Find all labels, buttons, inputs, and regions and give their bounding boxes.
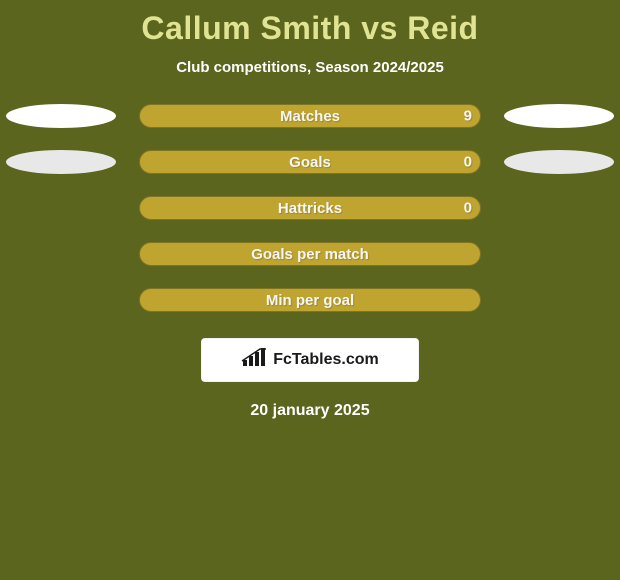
stat-value-right: 0: [464, 200, 472, 217]
stat-bar: Hattricks 0: [139, 196, 481, 220]
right-ellipse: [504, 150, 614, 174]
page-title: Callum Smith vs Reid: [141, 10, 478, 47]
stat-label: Min per goal: [266, 292, 354, 309]
stat-row: Hattricks 0: [0, 196, 620, 220]
left-ellipse: [6, 104, 116, 128]
stat-row: Goals 0: [0, 150, 620, 174]
stat-bar: Goals per match: [139, 242, 481, 266]
stat-label: Hattricks: [278, 200, 342, 217]
right-ellipse: [504, 104, 614, 128]
stat-bar: Min per goal: [139, 288, 481, 312]
stat-bar: Matches 9: [139, 104, 481, 128]
stat-row: Min per goal: [0, 288, 620, 312]
stat-label: Goals: [289, 154, 331, 171]
page-subtitle: Club competitions, Season 2024/2025: [176, 59, 444, 76]
source-badge: FcTables.com: [201, 338, 419, 382]
stat-label: Matches: [280, 108, 340, 125]
source-badge-text: FcTables.com: [273, 351, 379, 369]
stat-label: Goals per match: [251, 246, 369, 263]
stat-bar: Goals 0: [139, 150, 481, 174]
stat-row: Matches 9: [0, 104, 620, 128]
stats-rows: Matches 9 Goals 0 Hattricks 0 Goals per match M…: [0, 104, 620, 334]
stat-value-right: 0: [464, 154, 472, 171]
source-badge-inner: FcTables.com: [241, 348, 379, 373]
stat-row: Goals per match: [0, 242, 620, 266]
footer-date: 20 january 2025: [250, 402, 369, 420]
bar-chart-icon: [241, 348, 269, 373]
left-ellipse: [6, 150, 116, 174]
stat-value-right: 9: [464, 108, 472, 125]
